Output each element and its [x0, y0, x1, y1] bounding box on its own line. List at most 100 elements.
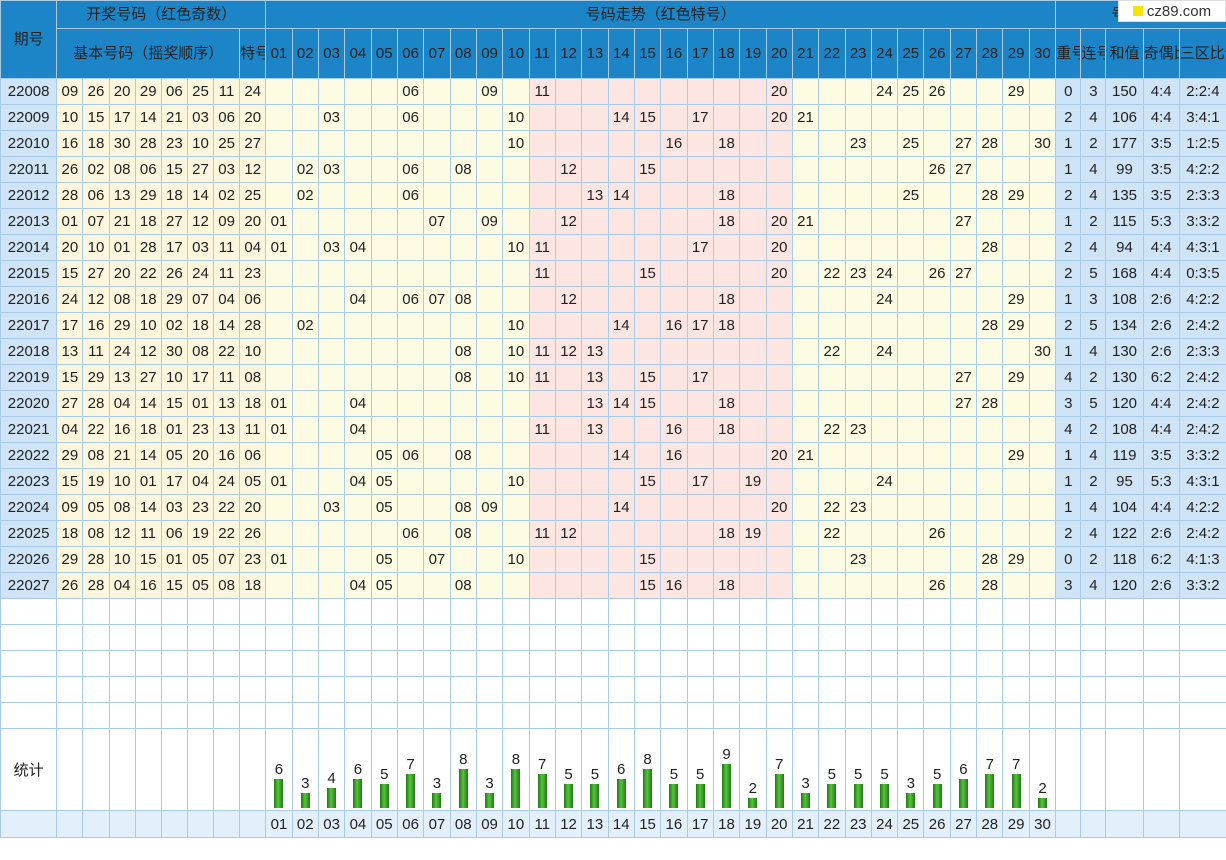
empty-cell — [844, 624, 872, 651]
basic-number: 12 — [82, 286, 110, 313]
basic-number: 18 — [186, 312, 215, 339]
trend-cell — [554, 312, 583, 339]
empty-cell — [739, 650, 767, 677]
basic-number: 06 — [213, 104, 241, 131]
stat-value: 5 — [853, 765, 863, 783]
empty-cell — [660, 650, 688, 677]
period-cell: 22020 — [0, 390, 58, 417]
empty-cell — [844, 650, 872, 677]
trend-cell: 08 — [449, 286, 477, 313]
stat-bar — [958, 778, 968, 808]
stat-value: 8 — [511, 751, 521, 769]
trend-cell — [344, 260, 372, 287]
trend-cell: 11 — [528, 234, 556, 261]
trend-cell — [818, 130, 846, 157]
period-cell: 22012 — [0, 182, 58, 209]
trend-cell — [686, 390, 714, 417]
empty-cell — [213, 650, 241, 677]
trend-cell: 18 — [712, 182, 741, 209]
empty-cell — [239, 624, 267, 651]
empty-cell — [82, 598, 110, 625]
basic-number: 19 — [186, 520, 215, 547]
basic-number: 03 — [213, 156, 241, 183]
stat-value: 3 — [906, 775, 915, 793]
trend-cell — [1002, 468, 1030, 495]
header-number: 22 — [818, 28, 846, 79]
special-number: 04 — [239, 234, 267, 261]
empty-cell — [554, 702, 583, 729]
trend-cell: 30 — [1028, 338, 1057, 365]
empty-cell — [1080, 650, 1107, 677]
trend-cell: 10 — [502, 546, 530, 573]
trend-cell — [870, 130, 899, 157]
trend-cell — [502, 494, 530, 521]
empty-cell — [1055, 728, 1082, 811]
empty-cell — [317, 598, 346, 625]
basic-number: 24 — [108, 338, 136, 365]
trend-cell — [396, 338, 425, 365]
stat-bar — [379, 783, 389, 808]
trend-cell — [344, 182, 372, 209]
empty-cell — [1142, 650, 1180, 677]
stat-bar-cell: 5 — [686, 728, 714, 811]
trend-cell — [607, 78, 635, 105]
trend-cell — [607, 338, 635, 365]
empty-cell — [660, 624, 688, 651]
site-logo[interactable]: cz89.com — [1118, 0, 1226, 22]
trend-cell — [607, 156, 635, 183]
sum-value: 115 — [1105, 208, 1144, 235]
trend-cell: 27 — [949, 390, 978, 417]
empty-cell — [56, 650, 84, 677]
trend-cell — [818, 364, 846, 391]
trend-cell — [370, 520, 398, 547]
stat-value: 6 — [353, 760, 363, 778]
basic-number: 15 — [134, 546, 162, 573]
empty-cell — [370, 702, 398, 729]
trend-cell — [370, 364, 398, 391]
trend-cell: 21 — [791, 104, 820, 131]
trend-cell — [923, 494, 951, 521]
period-cell: 22010 — [0, 130, 58, 157]
trend-cell — [554, 104, 583, 131]
trend-cell: 15 — [633, 260, 662, 287]
trend-cell — [686, 338, 714, 365]
trend-cell — [423, 104, 451, 131]
trend-cell: 14 — [607, 442, 635, 469]
table-row: 22022 29 08 21 14 05 20 16 06 05 06 08 14 16 20 21 29 1 4 1… — [0, 442, 1226, 469]
trend-cell — [581, 494, 609, 521]
empty-cell — [633, 676, 662, 703]
empty-cell — [818, 702, 846, 729]
stat-value: 5 — [696, 765, 705, 783]
zone-value: 1:2:5 — [1178, 130, 1226, 157]
trend-cell — [370, 390, 398, 417]
stat-bar — [906, 793, 916, 808]
empty-cell — [344, 650, 372, 677]
trend-cell: 18 — [712, 416, 741, 443]
stat-value: 5 — [564, 765, 573, 783]
zone-value: 3:3:2 — [1178, 442, 1226, 469]
trend-cell — [607, 520, 635, 547]
trend-cell — [660, 520, 688, 547]
zone-value: 2:4:2 — [1178, 312, 1226, 339]
stat-bar — [827, 783, 837, 808]
trend-cell: 19 — [739, 520, 767, 547]
special-number: 24 — [239, 78, 267, 105]
trend-cell — [423, 520, 451, 547]
stat-value: 5 — [669, 765, 679, 783]
trend-cell — [423, 442, 451, 469]
consecutive-value: 5 — [1080, 312, 1107, 339]
trend-cell: 01 — [265, 468, 293, 495]
trend-cell — [554, 442, 583, 469]
empty-cell — [475, 598, 504, 625]
trend-cell — [660, 78, 688, 105]
special-number: 20 — [239, 208, 267, 235]
empty-cell — [1055, 702, 1082, 729]
empty-cell — [0, 702, 58, 729]
trend-cell — [791, 182, 820, 209]
stat-value: 6 — [617, 760, 626, 778]
empty-cell — [528, 650, 556, 677]
trend-cell — [712, 338, 741, 365]
trend-cell — [923, 390, 951, 417]
basic-number: 04 — [108, 390, 136, 417]
trend-cell — [265, 312, 293, 339]
